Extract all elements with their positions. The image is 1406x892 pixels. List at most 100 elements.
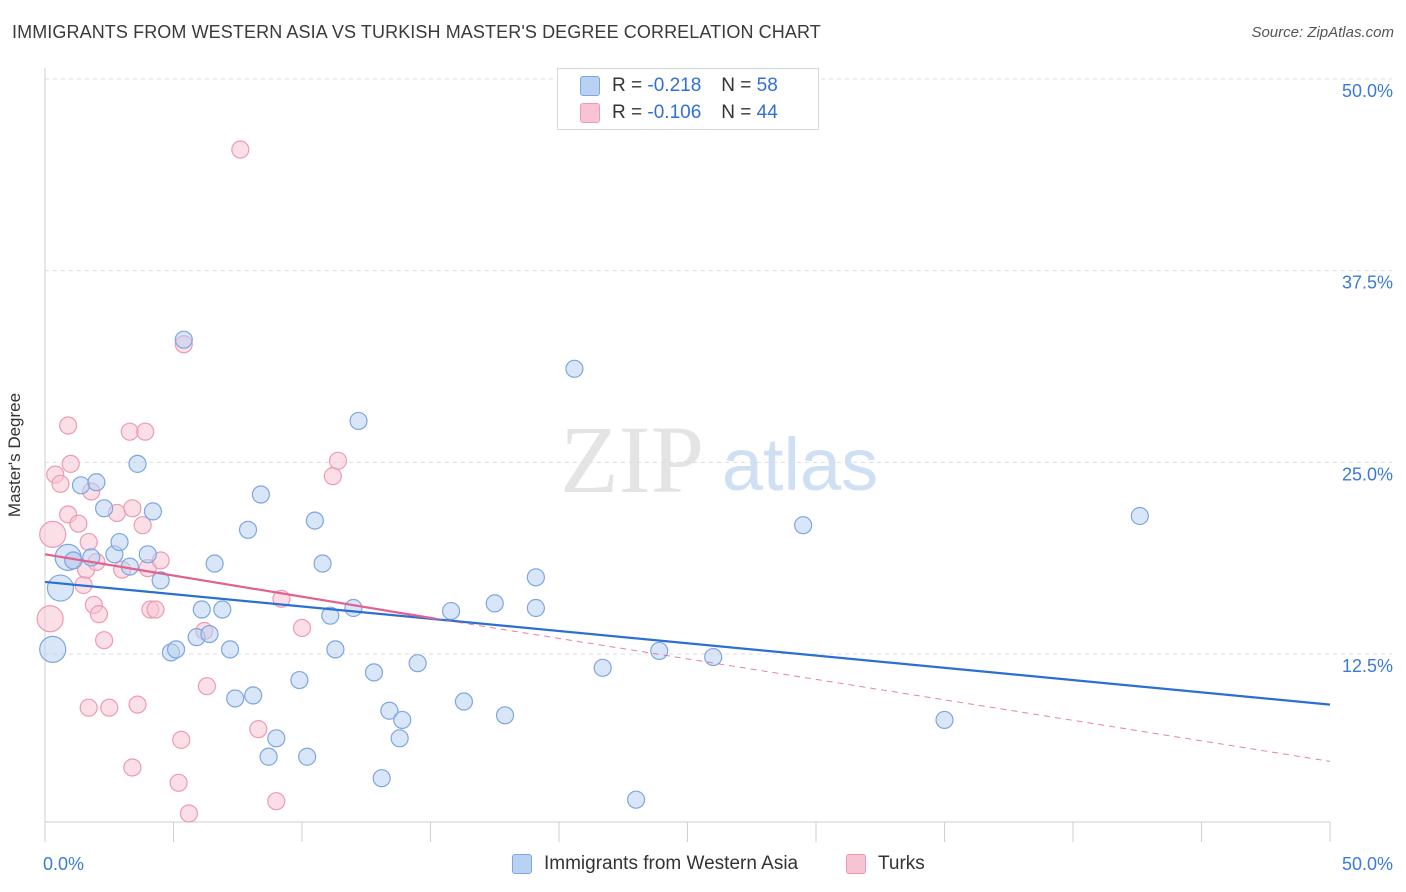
western-asia-point bbox=[441, 601, 461, 621]
western-asia-point bbox=[408, 654, 427, 673]
western-asia-point bbox=[326, 640, 345, 659]
x-tick-label: 50.0% bbox=[1342, 854, 1393, 874]
legend-label: Immigrants from Western Asia bbox=[544, 853, 799, 874]
western-asia-point bbox=[138, 545, 157, 564]
legend-r-label: R = bbox=[612, 102, 643, 123]
western-asia-trendline bbox=[44, 580, 1331, 706]
western-asia-point bbox=[321, 606, 340, 625]
turks-point bbox=[79, 698, 98, 717]
turks-point bbox=[292, 618, 312, 638]
legend-r-label: R = bbox=[612, 75, 643, 96]
turks-trendline-extension bbox=[435, 618, 1331, 762]
western-asia-point bbox=[220, 640, 240, 659]
legend-swatch-blue bbox=[580, 76, 600, 96]
legend-item-turks[interactable]: Turks bbox=[846, 852, 925, 876]
turks-point bbox=[79, 532, 98, 552]
legend-swatch-pink bbox=[846, 854, 866, 874]
legend-swatch-blue bbox=[512, 854, 532, 874]
y-tick-label: 12.5% bbox=[1342, 656, 1393, 676]
y-tick-label: 25.0% bbox=[1342, 464, 1393, 484]
western-asia-point bbox=[298, 747, 317, 766]
western-asia-point bbox=[794, 516, 813, 535]
western-asia-point bbox=[128, 454, 147, 473]
legend-n-label: N = bbox=[721, 102, 752, 123]
western-asia-point bbox=[349, 411, 368, 431]
western-asia-point bbox=[46, 574, 75, 602]
western-asia-point bbox=[593, 658, 612, 677]
y-axis-title: Master's Degree bbox=[5, 392, 24, 518]
legend-n-value: 58 bbox=[756, 75, 778, 96]
turks-point bbox=[136, 422, 155, 441]
western-asia-point bbox=[626, 790, 646, 809]
western-asia-point bbox=[39, 635, 67, 664]
turks-point bbox=[133, 516, 152, 535]
western-asia-point bbox=[238, 520, 258, 539]
turks-point bbox=[179, 804, 199, 823]
legend-label: Turks bbox=[878, 853, 925, 874]
watermark-atlas: atlas bbox=[722, 423, 878, 506]
western-asia-point bbox=[565, 359, 584, 378]
turks-point bbox=[323, 467, 342, 486]
western-asia-point bbox=[390, 729, 409, 748]
legend-swatch-pink bbox=[580, 103, 600, 123]
western-asia-point bbox=[454, 692, 474, 711]
turks-point bbox=[169, 773, 188, 792]
turks-point bbox=[123, 499, 142, 518]
watermark-zip: ZIP bbox=[560, 406, 704, 513]
western-asia-point bbox=[935, 710, 954, 730]
turks-trendline bbox=[44, 553, 436, 620]
western-asia-point bbox=[393, 710, 412, 730]
western-asia-point bbox=[526, 568, 545, 587]
western-asia-point bbox=[526, 598, 545, 618]
western-asia-point bbox=[205, 554, 224, 573]
legend-n-value: 44 bbox=[756, 102, 778, 123]
turks-point bbox=[231, 140, 250, 159]
legend-r-value: -0.106 bbox=[647, 102, 702, 123]
turks-point bbox=[123, 758, 142, 777]
western-asia-point bbox=[200, 624, 219, 644]
legend-item-western-asia[interactable]: Immigrants from Western Asia bbox=[512, 852, 798, 876]
chart-title: IMMIGRANTS FROM WESTERN ASIA VS TURKISH … bbox=[12, 22, 821, 42]
western-asia-point bbox=[110, 532, 129, 552]
turks-point bbox=[69, 514, 88, 533]
turks-point bbox=[120, 422, 139, 441]
western-asia-point bbox=[305, 511, 324, 530]
western-asia-point bbox=[226, 689, 245, 708]
western-asia-point bbox=[259, 747, 278, 766]
correlation-legend: R = -0.218 N = 58 R = -0.106 N = 44 bbox=[557, 68, 819, 130]
western-asia-point bbox=[380, 701, 399, 720]
y-tick-label: 37.5% bbox=[1342, 273, 1393, 293]
turks-point bbox=[89, 605, 109, 624]
western-asia-point bbox=[372, 769, 391, 788]
western-asia-point bbox=[95, 499, 114, 518]
western-asia-point bbox=[151, 571, 170, 590]
western-asia-point bbox=[1130, 506, 1149, 526]
x-tick-label: 0.0% bbox=[43, 854, 84, 874]
turks-point bbox=[36, 605, 64, 633]
western-asia-point bbox=[213, 600, 232, 619]
western-asia-point bbox=[244, 686, 263, 705]
western-asia-point bbox=[143, 502, 163, 521]
legend-row-western-asia: R = -0.218 N = 58 bbox=[580, 74, 778, 98]
western-asia-point bbox=[364, 663, 384, 682]
turks-point bbox=[128, 695, 147, 714]
legend-row-turks: R = -0.106 N = 44 bbox=[580, 101, 778, 125]
western-asia-point bbox=[87, 473, 106, 492]
y-tick-label: 50.0% bbox=[1342, 81, 1393, 101]
western-asia-point bbox=[251, 485, 270, 504]
turks-point bbox=[39, 520, 67, 549]
source-label: Source: ZipAtlas.com bbox=[1251, 24, 1394, 41]
turks-point bbox=[61, 454, 80, 473]
western-asia-point bbox=[174, 330, 193, 349]
western-asia-point bbox=[267, 729, 286, 748]
western-asia-point bbox=[71, 476, 91, 495]
turks-point bbox=[249, 720, 268, 739]
turks-point bbox=[100, 698, 119, 717]
western-asia-point bbox=[192, 600, 211, 619]
legend-n-label: N = bbox=[721, 75, 752, 96]
western-asia-point bbox=[290, 670, 309, 690]
western-asia-point bbox=[495, 706, 515, 725]
western-asia-point bbox=[485, 594, 504, 613]
turks-point bbox=[51, 474, 70, 493]
